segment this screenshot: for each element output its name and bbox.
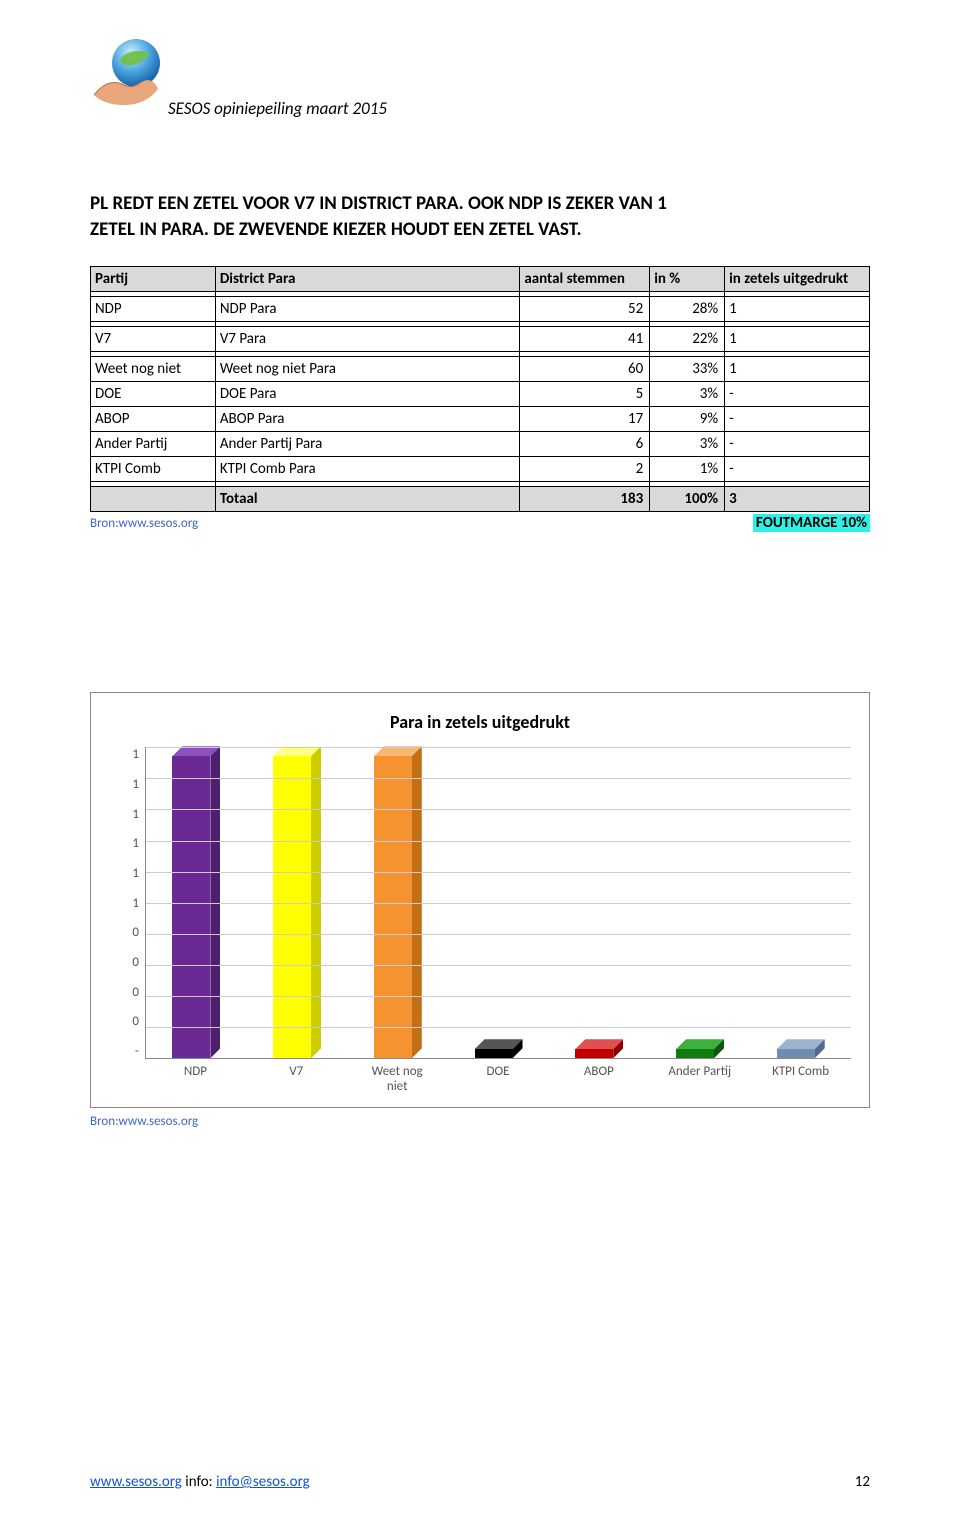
chart-x-label: KTPI Comb <box>750 1059 851 1095</box>
footer-page-number: 12 <box>855 1473 870 1491</box>
foutmarge-badge: FOUTMARGE 10% <box>753 514 870 532</box>
header-tagline: SESOS opiniepeiling maart 2015 <box>168 98 387 119</box>
chart-bar <box>549 1039 650 1058</box>
footer-site-link[interactable]: www.sesos.org <box>90 1473 182 1491</box>
page-footer: www.sesos.org info: info@sesos.org 12 <box>90 1473 870 1491</box>
chart-bar <box>650 1039 751 1058</box>
results-table: PartijDistrict Paraaantal stemmenin %in … <box>90 266 870 512</box>
title-line-1: PL REDT EEN ZETEL VOOR V7 IN DISTRICT PA… <box>90 192 667 215</box>
chart-title: Para in zetels uitgedrukt <box>109 711 851 733</box>
chart-plot-area <box>145 747 851 1059</box>
chart-x-axis: NDPV7Weet nognietDOEABOPAnder PartijKTPI… <box>145 1059 851 1095</box>
chart-x-label: NDP <box>145 1059 246 1095</box>
chart-x-label: Weet nogniet <box>347 1059 448 1095</box>
chart-bar <box>750 1039 851 1058</box>
footer-email-link[interactable]: info@sesos.org <box>216 1473 310 1491</box>
chart-container: Para in zetels uitgedrukt 1111110000- ND… <box>90 692 870 1108</box>
source-text-2: Bron:www.sesos.org <box>90 1114 870 1129</box>
chart-x-label: ABOP <box>548 1059 649 1095</box>
footer-left: www.sesos.org info: info@sesos.org <box>90 1473 310 1491</box>
page-title: PL REDT EEN ZETEL VOOR V7 IN DISTRICT PA… <box>90 191 870 242</box>
title-line-2: ZETEL IN PARA. DE ZWEVENDE KIEZER HOUDT … <box>90 218 582 241</box>
chart-bar <box>448 1039 549 1058</box>
chart-x-label: Ander Partij <box>649 1059 750 1095</box>
source-text: Bron:www.sesos.org <box>90 516 198 531</box>
footer-mid: info: <box>182 1473 216 1491</box>
chart-x-label: DOE <box>448 1059 549 1095</box>
chart-y-axis: 1111110000- <box>109 747 145 1059</box>
chart-x-label: V7 <box>246 1059 347 1095</box>
logo <box>90 35 172 114</box>
